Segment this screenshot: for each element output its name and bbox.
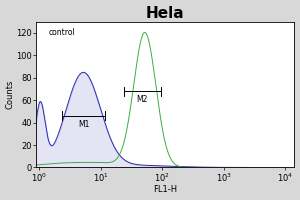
Text: M2: M2 <box>137 95 148 104</box>
Text: control: control <box>48 28 75 37</box>
Text: M1: M1 <box>78 120 90 129</box>
X-axis label: FL1-H: FL1-H <box>153 185 177 194</box>
Y-axis label: Counts: Counts <box>6 80 15 109</box>
Title: Hela: Hela <box>146 6 184 21</box>
